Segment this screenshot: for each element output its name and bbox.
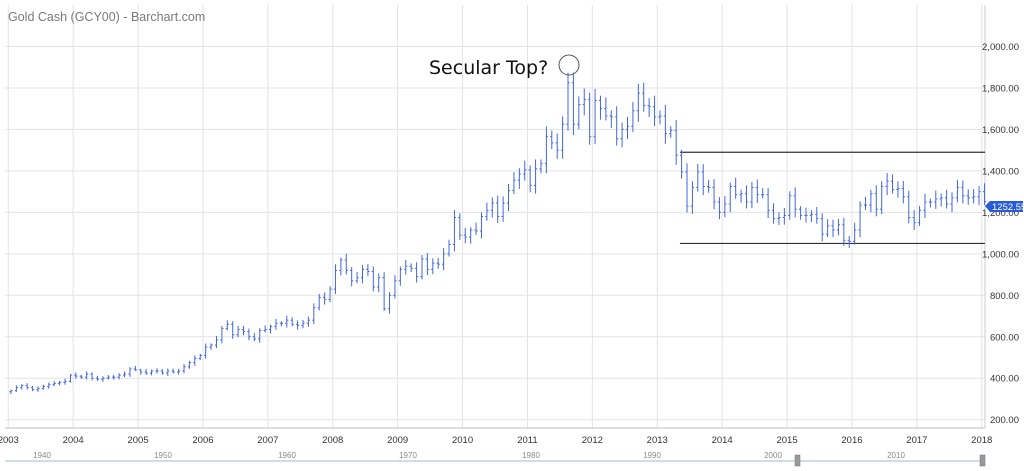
ohlc-bars bbox=[9, 72, 987, 394]
x-tick-label: 2003 bbox=[0, 435, 19, 446]
navigator[interactable]: 1940 1950 1960 1970 1980 1990 2000 2010 bbox=[5, 451, 986, 467]
x-tick-label: 2015 bbox=[776, 435, 797, 446]
grid bbox=[5, 5, 985, 428]
last-price-label: 1252.55 bbox=[992, 202, 1024, 213]
navigator-tick-label: 1960 bbox=[278, 451, 296, 460]
y-tick-label: 800.00 bbox=[990, 291, 1019, 302]
x-tick-label: 2005 bbox=[127, 435, 148, 446]
annotation-label: Secular Top? bbox=[429, 57, 548, 79]
x-tick-label: 2013 bbox=[647, 435, 668, 446]
secular-top-annotation: Secular Top? bbox=[429, 54, 580, 79]
x-tick-label: 2011 bbox=[517, 435, 537, 446]
x-tick-label: 2004 bbox=[63, 435, 84, 446]
chart-title: Gold Cash (GCY00) - Barchart.com bbox=[8, 10, 205, 24]
price-channel bbox=[679, 151, 985, 245]
last-price-badge: 1252.55 bbox=[985, 201, 1024, 213]
x-tick-label: 2007 bbox=[257, 435, 278, 446]
y-tick-label: 200.00 bbox=[990, 415, 1019, 426]
navigator-tick-label: 1990 bbox=[643, 451, 661, 460]
y-tick-label: 400.00 bbox=[990, 374, 1019, 385]
x-tick-label: 2016 bbox=[841, 435, 862, 446]
y-tick-label: 600.00 bbox=[990, 332, 1019, 343]
x-tick-label: 2018 bbox=[971, 435, 992, 446]
navigator-tick-label: 1980 bbox=[522, 451, 540, 460]
navigator-tick-label: 1940 bbox=[33, 451, 51, 460]
y-tick-label: 1,400.00 bbox=[982, 166, 1019, 177]
y-axis: 200.00 400.00 600.00 800.00 1,000.00 1,200.00… bbox=[982, 42, 1019, 426]
x-tick-label: 2006 bbox=[192, 435, 213, 446]
navigator-tick-label: 1970 bbox=[399, 451, 417, 460]
y-tick-label: 1,200.00 bbox=[982, 208, 1019, 219]
navigator-tick-label: 1950 bbox=[154, 451, 172, 460]
x-axis: 2003 2004 2005 2006 2007 2008 2009 2010 2011 2012… bbox=[0, 435, 992, 446]
navigator-left-handle[interactable] bbox=[794, 454, 801, 467]
y-tick-label: 2,000.00 bbox=[982, 42, 1019, 53]
navigator-ticks: 1940 1950 1960 1970 1980 1990 2000 2010 bbox=[33, 451, 905, 460]
navigator-tick-label: 2010 bbox=[887, 451, 905, 460]
y-tick-label: 1,800.00 bbox=[982, 83, 1019, 94]
plot-frame bbox=[5, 5, 986, 429]
x-tick-label: 2009 bbox=[387, 435, 408, 446]
navigator-tick-label: 2000 bbox=[764, 451, 782, 460]
y-tick-label: 1,600.00 bbox=[982, 125, 1019, 136]
x-tick-label: 2012 bbox=[582, 435, 603, 446]
navigator-right-handle[interactable] bbox=[979, 454, 986, 467]
y-tick-label: 1,000.00 bbox=[982, 249, 1019, 260]
annotation-circle bbox=[558, 54, 580, 76]
last-price-badge-shape bbox=[985, 201, 1023, 212]
x-tick-label: 2014 bbox=[712, 435, 733, 446]
x-tick-label: 2010 bbox=[452, 435, 473, 446]
x-tick-label: 2017 bbox=[906, 435, 927, 446]
x-tick-label: 2008 bbox=[322, 435, 343, 446]
